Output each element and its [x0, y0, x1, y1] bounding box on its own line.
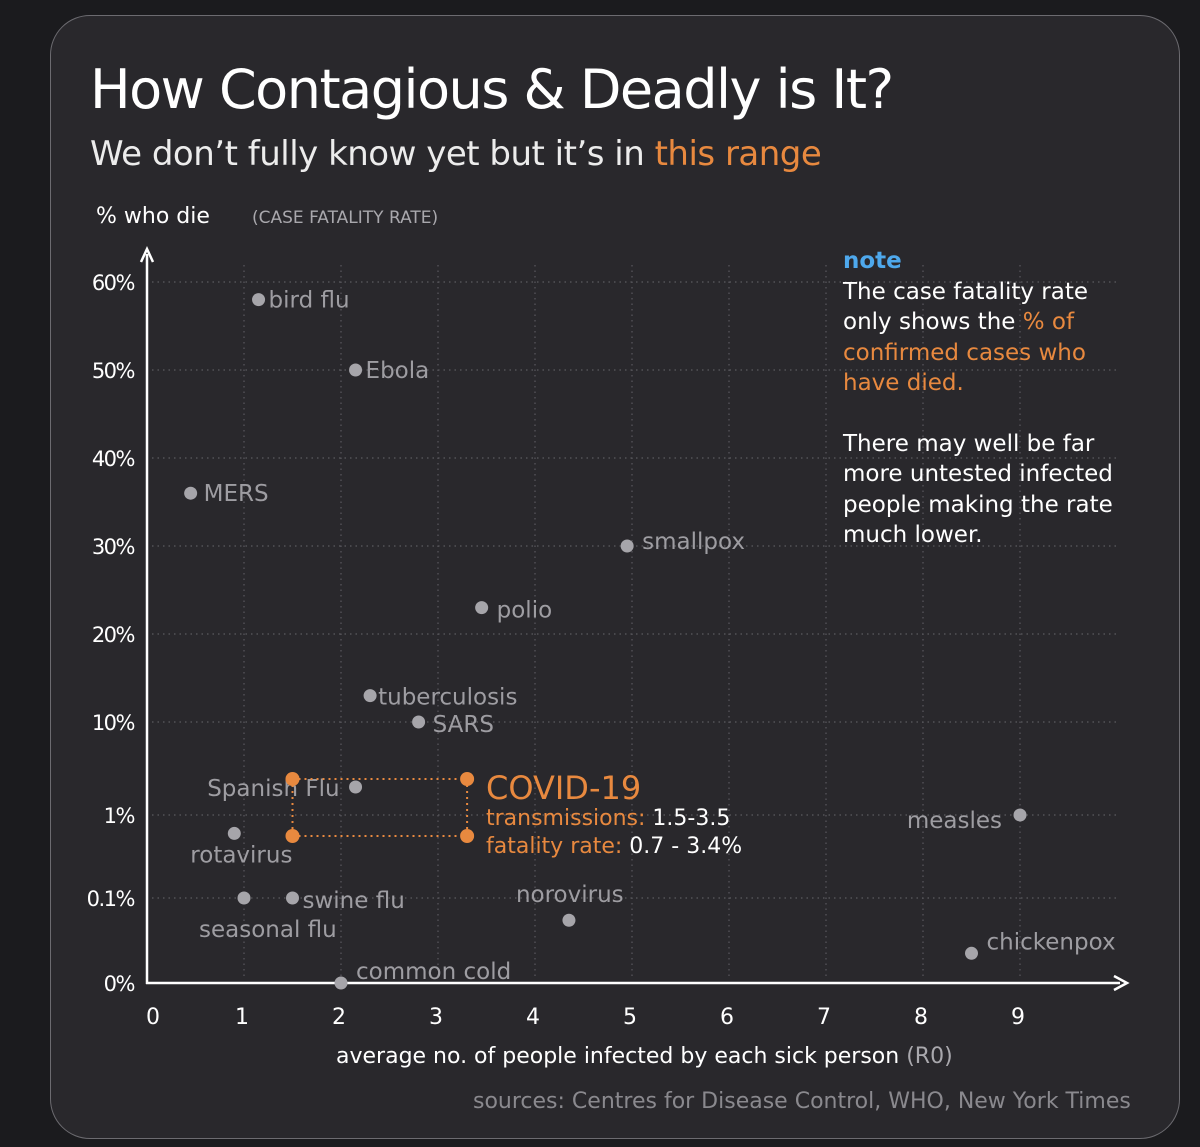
chart-subtitle: We don’t fully know yet but it’s in this…	[90, 134, 822, 174]
covid-label: COVID-19	[486, 769, 641, 807]
x-axis-label: average no. of people infected by each s…	[336, 1044, 953, 1069]
subtitle-lead: We don’t fully know yet but it’s in	[90, 134, 655, 174]
covid-range-point	[460, 829, 475, 843]
y-tick-label: 40%	[92, 447, 135, 471]
x-tick-label: 3	[429, 1005, 443, 1030]
x-axis-unit: (R0)	[906, 1044, 953, 1069]
chart-title: How Contagious & Deadly is It?	[90, 58, 894, 121]
y-tick-label: 0.1%	[87, 887, 135, 911]
data-point	[412, 715, 426, 729]
note-text-1: The case fatality rate only shows the	[843, 278, 1089, 336]
point-label: bird flu	[269, 288, 350, 314]
x-tick-label: 5	[623, 1005, 637, 1030]
note-paragraph-2: There may well be far more untested infe…	[843, 430, 1113, 549]
note-heading: note	[843, 248, 902, 274]
x-tick-label: 6	[720, 1005, 734, 1030]
y-axis-label: % who die	[96, 204, 210, 229]
data-point	[475, 601, 489, 615]
point-label: common cold	[356, 959, 511, 985]
point-label: Ebola	[366, 358, 430, 384]
data-point	[363, 689, 377, 703]
point-label: seasonal flu	[199, 917, 337, 943]
covid-transmissions: transmissions: 1.5-3.5	[486, 806, 730, 831]
x-axis-label-text: average no. of people infected by each s…	[336, 1044, 900, 1069]
data-point	[237, 891, 251, 905]
y-axis-sublabel: (CASE FATALITY RATE)	[252, 208, 439, 228]
point-label: tuberculosis	[378, 685, 517, 711]
data-point	[184, 486, 198, 500]
y-tick-label: 20%	[92, 623, 135, 647]
covid-range-point	[285, 772, 300, 786]
data-point	[252, 293, 266, 307]
x-tick-label: 7	[817, 1005, 831, 1030]
x-tick-label: 4	[526, 1005, 540, 1030]
data-point	[965, 946, 978, 960]
x-tick-label: 9	[1011, 1005, 1025, 1030]
infographic-card	[50, 15, 1180, 1139]
covid-range-point	[460, 772, 475, 786]
y-tick-label: 10%	[92, 711, 135, 735]
y-axis-arrow	[139, 246, 155, 263]
point-label: chickenpox	[987, 929, 1116, 955]
y-tick-label: 0%	[104, 972, 135, 996]
point-label: norovirus	[516, 882, 624, 908]
data-point	[286, 891, 299, 905]
note-highlight: % of confirmed cases who have died.	[843, 309, 1086, 396]
data-point	[334, 976, 348, 990]
subtitle-highlight: this range	[654, 134, 822, 174]
x-axis-arrow	[1113, 974, 1130, 992]
data-point	[1013, 808, 1027, 822]
data-point	[620, 539, 634, 553]
x-tick-label: 1	[235, 1005, 249, 1030]
note-paragraph-1: The case fatality rate only shows the % …	[843, 277, 1133, 399]
x-tick-label: 2	[332, 1005, 346, 1030]
y-tick-label: 60%	[92, 271, 135, 295]
data-point	[349, 780, 363, 794]
point-label: Spanish Flu	[207, 776, 339, 802]
point-label: SARS	[433, 712, 494, 738]
y-tick-label: 1%	[104, 804, 135, 828]
data-point	[227, 826, 241, 840]
covid-fatality: fatality rate: 0.7 - 3.4%	[486, 834, 742, 859]
point-label: polio	[497, 598, 553, 624]
point-label: MERS	[204, 481, 269, 507]
note-box: note The case fatality rate only shows t…	[843, 246, 1133, 581]
y-tick-label: 30%	[92, 535, 135, 559]
point-label: rotavirus	[190, 842, 292, 868]
covid-range-point	[285, 829, 300, 843]
data-point	[562, 913, 576, 927]
y-tick-label: 50%	[92, 359, 135, 383]
sources-credit: sources: Centres for Disease Control, WH…	[473, 1089, 1131, 1114]
point-label: smallpox	[642, 529, 745, 555]
x-tick-label: 8	[914, 1005, 928, 1030]
point-label: swine flu	[303, 888, 405, 914]
x-tick-label: 0	[146, 1005, 160, 1030]
point-label: measles	[907, 808, 1002, 834]
data-point	[349, 363, 363, 377]
